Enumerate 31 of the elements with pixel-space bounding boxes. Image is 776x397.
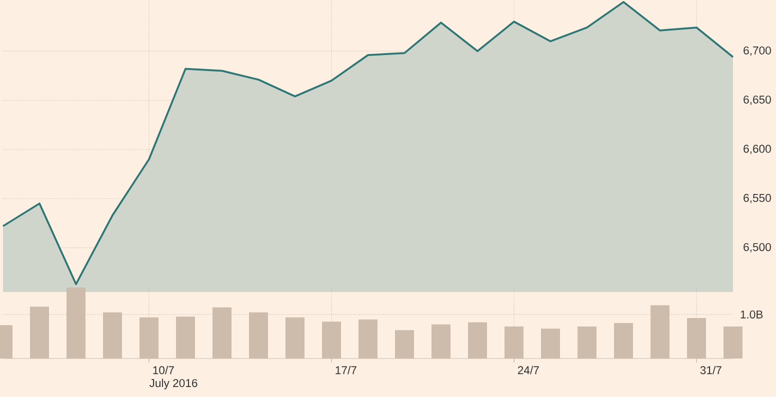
bar (650, 305, 670, 358)
bar (176, 316, 195, 358)
bar (541, 328, 560, 358)
ref-line-label: 1.0B (740, 310, 763, 318)
y-tick-label: 6,650 (744, 96, 771, 105)
bar (578, 326, 596, 358)
bar (724, 326, 742, 358)
bar (103, 312, 122, 358)
bar (322, 322, 341, 358)
bar (66, 287, 86, 358)
bar (212, 307, 232, 358)
y-tick-label: 6,550 (744, 194, 771, 204)
bar (687, 318, 706, 358)
bar (614, 322, 633, 358)
y-tick-label: 6,700 (744, 46, 771, 56)
bar (468, 322, 487, 358)
bar (395, 330, 414, 358)
x-tick-label: 10/7 (153, 366, 174, 374)
bar (504, 326, 524, 358)
bar (285, 317, 304, 358)
y-tick-label: 6,600 (744, 144, 771, 154)
bar (358, 319, 378, 358)
bar (432, 324, 450, 358)
bar (140, 317, 158, 358)
x-tick-label: 17/7 (336, 366, 356, 374)
y-tick-label: 6,500 (744, 243, 771, 252)
x-tick-label: 31/7 (700, 366, 722, 374)
bar (30, 306, 49, 358)
x-tick-label: 24/7 (518, 366, 539, 374)
x-axis-title: July 2016 (149, 378, 198, 390)
bar (249, 312, 268, 358)
